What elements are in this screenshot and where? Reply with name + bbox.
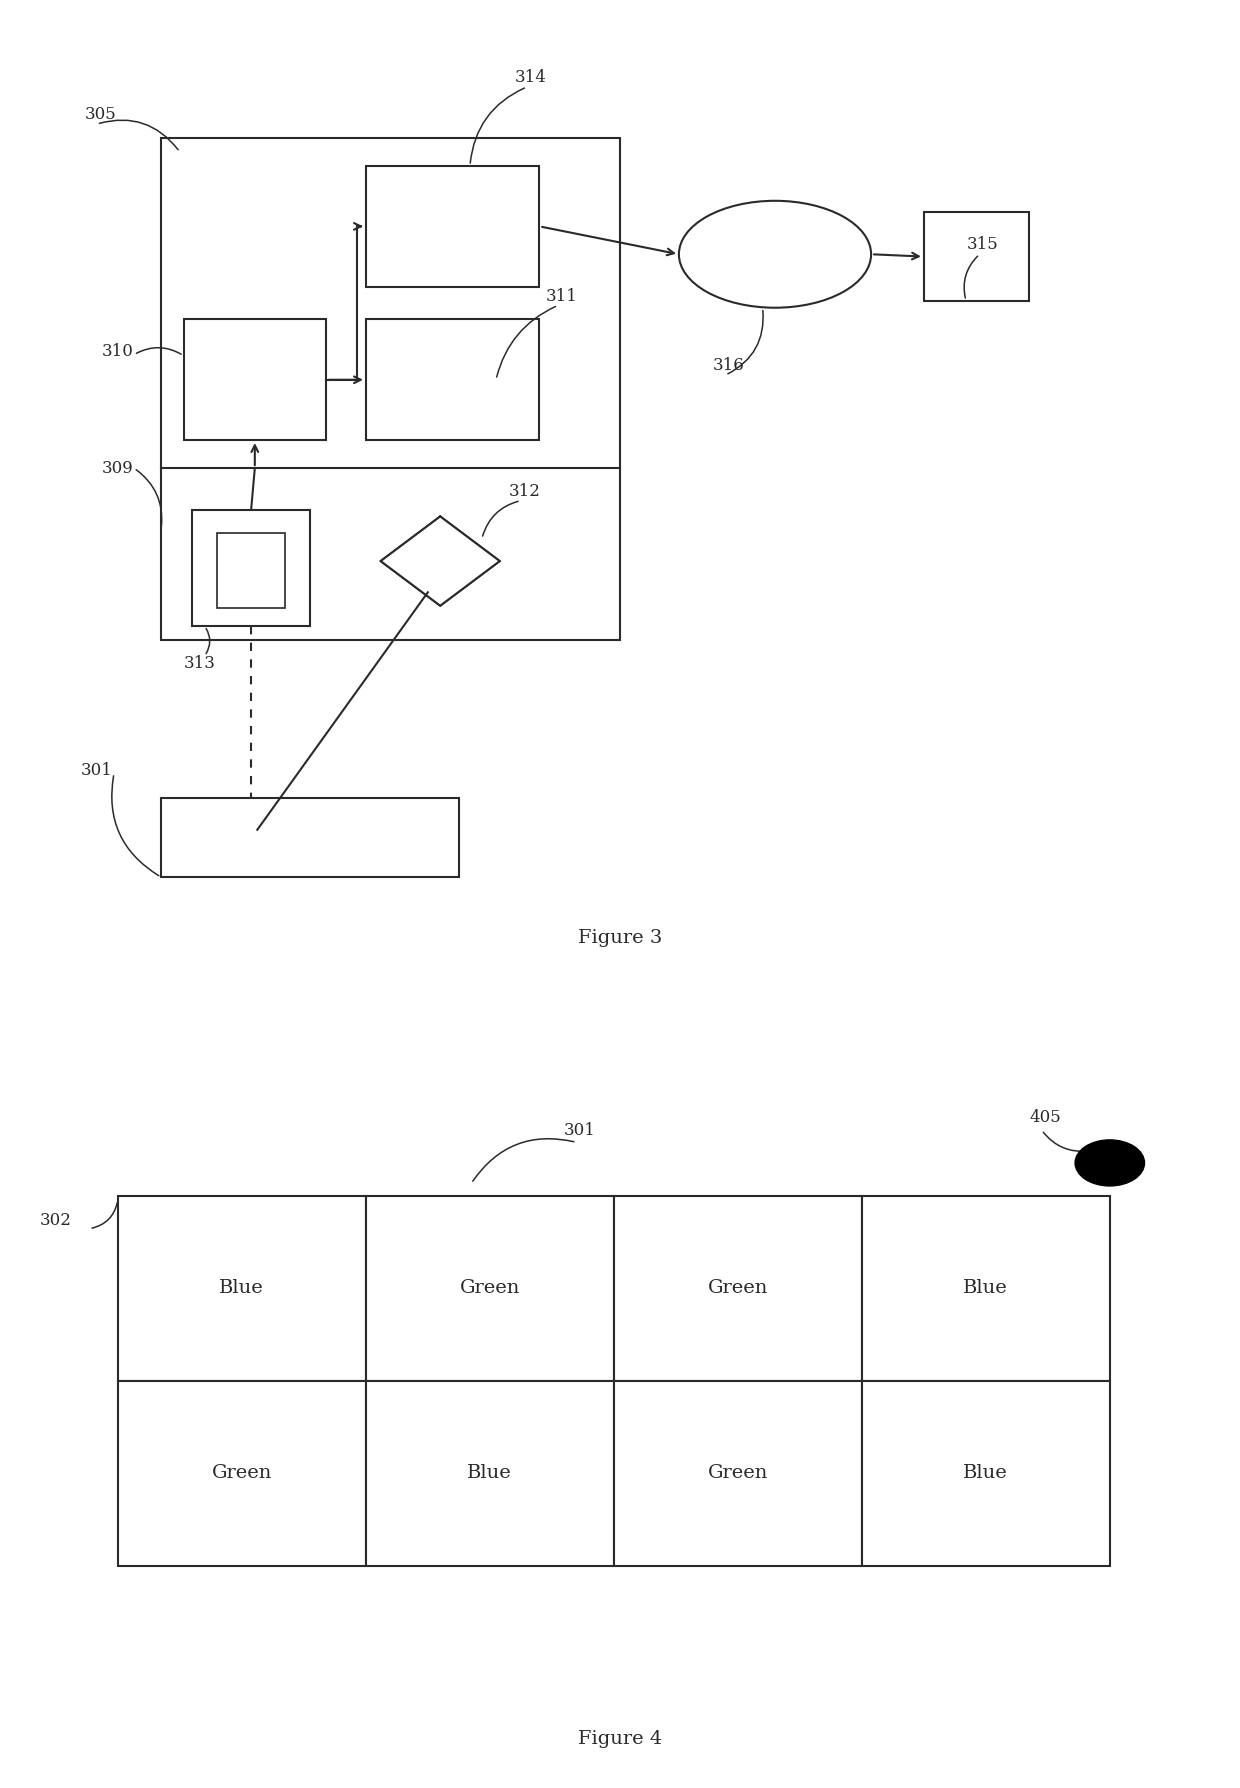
- Text: 309: 309: [102, 460, 134, 477]
- Text: Green: Green: [708, 1280, 768, 1298]
- Text: 305: 305: [84, 105, 117, 123]
- Bar: [161, 797, 459, 878]
- Text: 301: 301: [564, 1121, 596, 1139]
- Text: 301: 301: [81, 762, 113, 780]
- Bar: [366, 1380, 614, 1566]
- Bar: [614, 1196, 862, 1380]
- Bar: [366, 166, 539, 286]
- Text: Green: Green: [460, 1280, 520, 1298]
- Text: 312: 312: [508, 483, 541, 501]
- Ellipse shape: [680, 200, 870, 308]
- Text: 405: 405: [1029, 1109, 1061, 1126]
- Text: 310: 310: [102, 343, 134, 361]
- Bar: [217, 533, 285, 608]
- Bar: [184, 320, 326, 440]
- Bar: [118, 1380, 366, 1566]
- Text: 314: 314: [515, 70, 547, 86]
- Text: 313: 313: [184, 654, 216, 672]
- Text: Green: Green: [708, 1464, 768, 1482]
- Text: 311: 311: [546, 288, 578, 304]
- Polygon shape: [381, 517, 500, 606]
- Text: Green: Green: [212, 1464, 272, 1482]
- Text: Blue: Blue: [963, 1280, 1008, 1298]
- Bar: [614, 1380, 862, 1566]
- Bar: [862, 1196, 1110, 1380]
- Text: 315: 315: [967, 236, 999, 254]
- Bar: [366, 1196, 614, 1380]
- Bar: [118, 1196, 366, 1380]
- Text: Blue: Blue: [963, 1464, 1008, 1482]
- Text: 316: 316: [713, 358, 745, 374]
- Text: Figure 4: Figure 4: [578, 1729, 662, 1747]
- Text: 302: 302: [40, 1212, 72, 1228]
- Bar: [924, 213, 1029, 300]
- Circle shape: [1075, 1141, 1145, 1185]
- Bar: [366, 320, 539, 440]
- Bar: [192, 510, 310, 626]
- Text: Figure 3: Figure 3: [578, 928, 662, 946]
- Bar: [862, 1380, 1110, 1566]
- Text: Blue: Blue: [467, 1464, 512, 1482]
- Bar: [161, 138, 620, 640]
- Text: Blue: Blue: [219, 1280, 264, 1298]
